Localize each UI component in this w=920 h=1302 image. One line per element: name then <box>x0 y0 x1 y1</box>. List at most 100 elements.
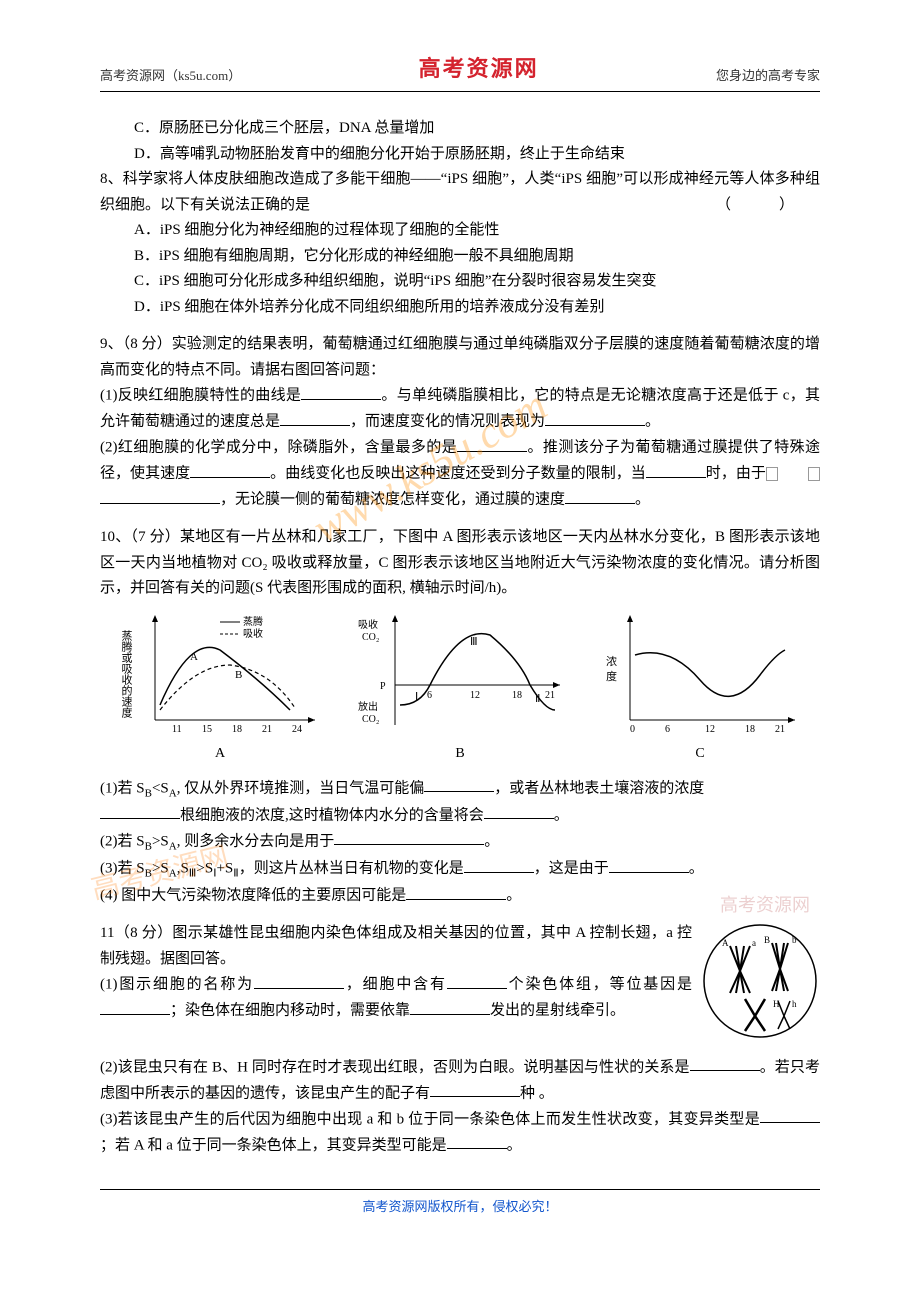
t: >S <box>152 833 169 849</box>
chart-a-ylabel: 蒸腾或吸收的速度 <box>120 630 133 719</box>
chart-b-ytop: 吸收 <box>358 618 378 631</box>
page-header: 高考资源网（ks5u.com） 高考资源网 您身边的高考专家 <box>100 50 820 92</box>
blank <box>484 803 554 820</box>
box-char <box>808 467 820 481</box>
chart-b: 吸收 CO₂ P 放出 CO₂ Ⅰ Ⅱ Ⅲ 6 12 18 21 B <box>340 610 580 766</box>
tick: 18 <box>745 724 755 735</box>
blank <box>334 829 484 846</box>
blank <box>100 803 180 820</box>
q10-stem: 10、（7 分）某地区有一片丛林和几家工厂，下图中 A 图形表示该地区一天内丛林… <box>100 525 820 602</box>
t: ，细胞中含有 <box>344 977 447 993</box>
gene-h: h <box>792 999 797 1009</box>
blank <box>301 383 381 400</box>
t: (2)该昆虫只有在 B、H 同时存在时才表现出红眼，否则为白眼。说明基因与性状的… <box>100 1059 690 1075</box>
blank <box>447 1133 507 1150</box>
q11-part3: (3)若该昆虫产生的后代因为细胞中出现 a 和 b 位于同一条染色体上而发生性状… <box>100 1107 820 1159</box>
q10-part2: (2)若 SB>SA, 则多余水分去向是用于。 <box>100 829 820 856</box>
tick: 24 <box>292 724 302 735</box>
t: ；染色体在细胞内移动时，需要依靠 <box>170 1003 410 1019</box>
chart-c: 浓 度 0 6 12 18 21 C <box>580 610 820 766</box>
q11: A a B b <box>100 921 820 1159</box>
chart-b-title: B <box>340 742 580 766</box>
tick: 11 <box>172 724 182 735</box>
gene-A: A <box>722 938 729 948</box>
header-center: 高考资源网 <box>419 50 539 87</box>
blank <box>410 998 490 1015</box>
header-right: 您身边的高考专家 <box>716 65 820 87</box>
t: 根细胞液的浓度,这时植物体内水分的含量将会 <box>180 807 484 823</box>
chart-a-title: A <box>100 742 340 766</box>
blank <box>254 972 344 989</box>
tick: 6 <box>665 724 670 735</box>
blank <box>565 487 635 504</box>
blank <box>690 1055 760 1072</box>
t: ，或者丛林地表土壤溶液的浓度 <box>494 780 704 796</box>
blank <box>609 856 689 873</box>
tick: 18 <box>512 690 522 701</box>
q10-part1: (1)若 SB<SA, 仅从外界环境推测，当日气温可能偏，或者丛林地表土壤溶液的… <box>100 776 820 829</box>
chart-b-ytop2: CO₂ <box>362 632 379 643</box>
t: , 则多余水分去向是用于 <box>177 833 335 849</box>
t: (1)图示细胞的名称为 <box>100 977 254 993</box>
q8-stem: 8、科学家将人体皮肤细胞改造成了多能干细胞——“iPS 细胞”，人类“iPS 细… <box>100 167 820 218</box>
sub: B <box>145 787 152 799</box>
t: ；若 A 和 a 位于同一条染色体上，其变异类型可能是 <box>100 1137 447 1153</box>
q9-p2-f: 。 <box>635 492 650 508</box>
chart-a-label-a: A <box>190 651 198 663</box>
chart-a-legend1: 蒸腾 <box>243 615 263 628</box>
chart-a: 蒸腾或吸收的速度 A B 蒸腾 吸收 11 15 18 <box>100 610 340 766</box>
tick: 21 <box>545 690 555 701</box>
q10-part4: (4) 图中大气污染物浓度降低的主要原因可能是。 <box>100 883 820 909</box>
t: (1)若 S <box>100 780 145 796</box>
t: (4) 图中大气污染物浓度降低的主要原因可能是 <box>100 888 406 904</box>
q7-option-d: D．高等哺乳动物胚胎发育中的细胞分化开始于原肠胚期，终止于生命结束 <box>100 142 820 168</box>
q8-stem-text: 8、科学家将人体皮肤细胞改造成了多能干细胞——“iPS 细胞”，人类“iPS 细… <box>100 171 820 213</box>
blank <box>430 1081 520 1098</box>
tick: 12 <box>705 724 715 735</box>
gene-B: B <box>764 935 770 945</box>
q11-part2: (2)该昆虫只有在 B、H 同时存在时才表现出红眼，否则为白眼。说明基因与性状的… <box>100 1055 820 1107</box>
tick: 6 <box>427 690 432 701</box>
q9-p2-a: (2)红细胞膜的化学成分中，除磷脂外，含量最多的是 <box>100 440 457 456</box>
chart-b-l2: Ⅱ <box>535 693 540 705</box>
tick: 12 <box>470 690 480 701</box>
t: ，则这片丛林当日有机物的变化是 <box>239 861 464 877</box>
q9-stem: 9、（8 分）实验测定的结果表明，葡萄糖通过红细胞膜与通过单纯磷脂双分子层膜的速… <box>100 332 820 383</box>
q9-part1: (1)反映红细胞膜特性的曲线是。与单纯磷脂膜相比，它的特点是无论糖浓度高于还是低… <box>100 383 820 435</box>
t: ，这是由于 <box>534 861 609 877</box>
tick: 21 <box>262 724 272 735</box>
chart-b-ybot2: CO₂ <box>362 714 379 725</box>
chart-a-label-b: B <box>235 669 242 681</box>
t: >S <box>152 861 169 877</box>
box-char <box>766 467 778 481</box>
header-left: 高考资源网（ks5u.com） <box>100 65 241 87</box>
t: (2)若 S <box>100 833 145 849</box>
blank <box>760 1107 820 1124</box>
q9-p2-d: 时，由于 <box>706 466 766 482</box>
q8-answer-paren: （ ） <box>716 193 800 219</box>
t: 。 <box>484 833 499 849</box>
t: ,S <box>177 861 189 877</box>
chart-a-legend2: 吸收 <box>243 627 263 640</box>
q10-figures: 蒸腾或吸收的速度 A B 蒸腾 吸收 11 15 18 <box>100 610 820 766</box>
gene-a: a <box>752 938 756 948</box>
q8-option-a: A．iPS 细胞分化为神经细胞的过程体现了细胞的全能性 <box>100 218 820 244</box>
chart-c-title: C <box>580 742 820 766</box>
blank <box>100 487 220 504</box>
document-body: C．原肠胚已分化成三个胚层，DNA 总量增加 D．高等哺乳动物胚胎发育中的细胞分… <box>100 116 820 1158</box>
tick: 0 <box>630 724 635 735</box>
q9-part2: (2)红细胞膜的化学成分中，除磷脂外，含量最多的是。推测该分子为葡萄糖通过膜提供… <box>100 435 820 513</box>
t: 个染色体组，等位基因是 <box>507 977 692 993</box>
gene-b: b <box>792 935 797 945</box>
blank <box>457 435 527 452</box>
sub: A <box>169 787 177 799</box>
chart-b-l1: Ⅰ <box>415 691 418 703</box>
page-footer: 高考资源网版权所有，侵权必究！ <box>100 1189 820 1218</box>
q7-option-c: C．原肠胚已分化成三个胚层，DNA 总量增加 <box>100 116 820 142</box>
t: 。 <box>554 807 569 823</box>
t: (3)若该昆虫产生的后代因为细胞中出现 a 和 b 位于同一条染色体上而发生性状… <box>100 1111 760 1127</box>
blank <box>646 461 706 478</box>
blank <box>424 776 494 793</box>
q9-p1-a: (1)反映红细胞膜特性的曲线是 <box>100 388 301 404</box>
q9-p2-e: ，无论膜一侧的葡萄糖浓度怎样变化，通过膜的速度 <box>220 492 565 508</box>
